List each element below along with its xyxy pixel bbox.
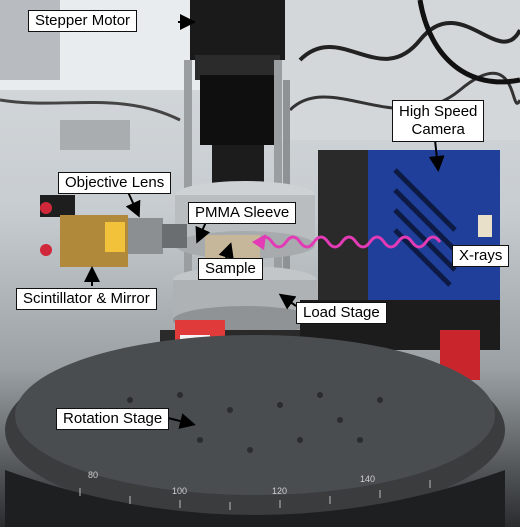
label-high-speed-camera-line2: Camera xyxy=(411,121,465,138)
arrow-rotation-stage xyxy=(167,413,196,429)
label-sample: Sample xyxy=(198,258,263,280)
arrow-high-speed-camera xyxy=(428,139,445,172)
arrow-pmma-sleeve xyxy=(195,221,211,244)
scale-tick-140: 140 xyxy=(360,474,375,484)
rotation-stage-body xyxy=(5,335,505,527)
optics-assembly xyxy=(40,195,187,267)
scale-tick-80: 80 xyxy=(88,470,98,480)
x-ray-arrowhead xyxy=(252,234,266,250)
x-ray-wave xyxy=(256,235,442,249)
label-objective-lens: Objective Lens xyxy=(58,172,172,194)
scale-tick-120: 120 xyxy=(272,486,287,496)
label-high-speed-camera-line1: High Speed xyxy=(399,103,478,120)
stepper-motor-body xyxy=(190,0,285,205)
label-load-stage: Load Stage xyxy=(296,302,387,324)
arrow-load-stage xyxy=(278,293,297,310)
scale-tick-100: 100 xyxy=(172,486,187,496)
label-x-rays: X-rays xyxy=(452,245,510,267)
label-scintillator-mirror: Scintillator & Mirror xyxy=(16,288,157,310)
arrow-objective-lens xyxy=(125,191,141,218)
arrow-sample xyxy=(218,242,234,260)
label-high-speed-camera: High Speed Camera xyxy=(392,100,485,142)
label-pmma-sleeve: PMMA Sleeve xyxy=(188,202,297,224)
label-stepper-motor: Stepper Motor xyxy=(28,10,138,32)
label-rotation-stage: Rotation Stage xyxy=(56,408,170,430)
